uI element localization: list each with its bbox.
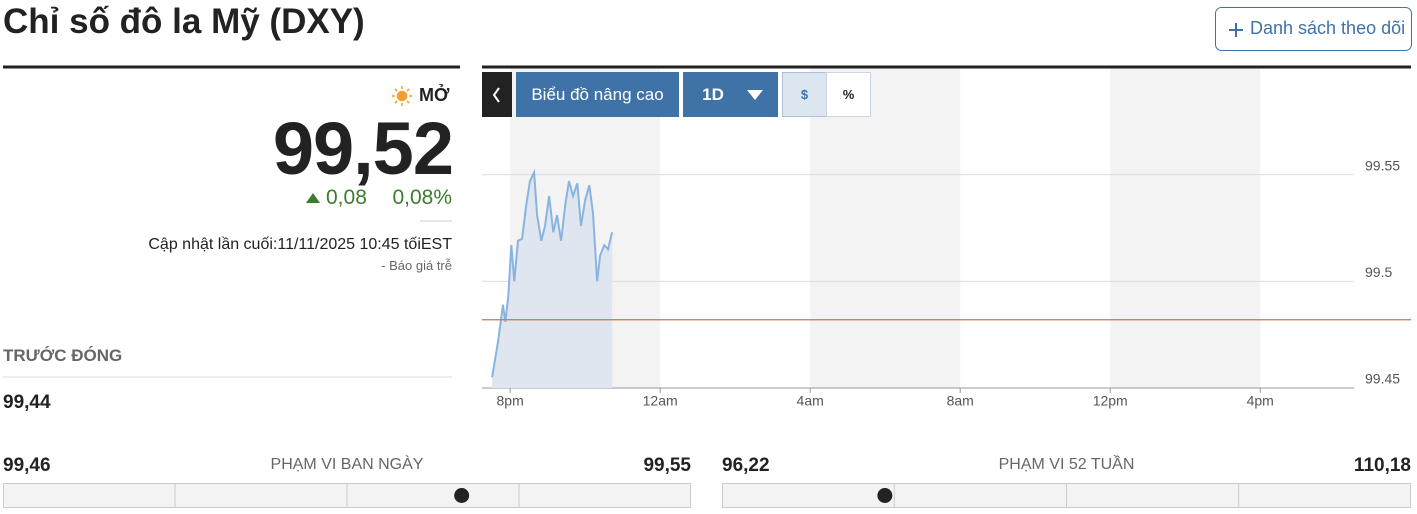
price-line [491, 168, 614, 378]
dollar-toggle[interactable] [782, 72, 827, 117]
price-area [492, 172, 613, 388]
dropdown-caret [747, 90, 763, 100]
day-low: 99,46 [3, 455, 51, 476]
updated-time: Cập nhật lần cuối:11/11/2025 10:45 tốiES… [148, 236, 452, 253]
percent-label[interactable]: % [842, 87, 855, 102]
back-icon [492, 87, 500, 103]
change-percent: 0,08% [392, 186, 452, 209]
back-button[interactable] [482, 72, 512, 117]
previous-close-value: 99,44 [3, 392, 51, 413]
watchlist-label[interactable]: Danh sách theo dõi [1250, 18, 1406, 38]
advanced-chart-button[interactable] [516, 72, 679, 117]
market-status: MỞ [419, 85, 450, 105]
y-tick-label: 99.55 [1365, 157, 1400, 173]
dollar-label[interactable]: $ [800, 87, 809, 102]
percent-toggle[interactable] [826, 72, 871, 117]
session-band [810, 68, 961, 388]
change: 0,08 [326, 186, 367, 209]
advanced-chart-label[interactable]: Biểu đồ nâng cao [531, 84, 664, 104]
watchlist-button[interactable] [1215, 7, 1412, 51]
day-high: 99,55 [643, 455, 691, 476]
up-arrow [306, 193, 320, 203]
x-tick-label: 4pm [1247, 393, 1274, 409]
previous-close-label: TRƯỚC ĐÓNG [3, 346, 123, 365]
x-tick-label: 4am [797, 393, 824, 409]
x-tick-label: 12pm [1093, 393, 1128, 409]
x-tick-label: 12am [643, 393, 678, 409]
delay-note: - Báo giá trễ [381, 258, 452, 273]
chart-layer: 99.45 99.5 99.55 8pm 12am 4am 8am 12pm 4pm [3, 68, 1411, 508]
week52-range-label: PHẠM VI 52 TUẦN [998, 456, 1135, 473]
range-marker [454, 488, 470, 503]
sun-icon [392, 86, 412, 106]
range-marker [877, 488, 893, 503]
week52-high: 110,18 [1353, 455, 1411, 476]
interval-label[interactable]: 1D [702, 84, 724, 104]
page-title: Chỉ số đô la Mỹ (DXY) [3, 2, 365, 41]
session-band [1110, 68, 1261, 388]
plus-icon [1229, 23, 1243, 37]
y-tick-label: 99.45 [1365, 371, 1400, 387]
x-tick-label: 8am [947, 393, 974, 409]
x-tick-label: 8pm [497, 393, 524, 409]
y-tick-label: 99.5 [1365, 264, 1392, 280]
price: 99,52 [272, 107, 454, 190]
interval-dropdown[interactable] [683, 72, 778, 117]
week52-low: 96,22 [722, 455, 770, 476]
day-range-label: PHẠM VI BAN NGÀY [270, 456, 424, 473]
